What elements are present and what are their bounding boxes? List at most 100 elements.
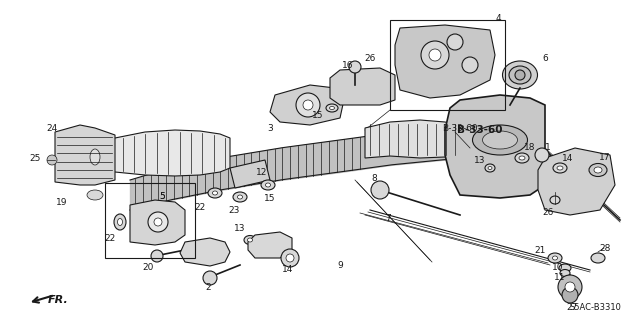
Text: 14: 14 <box>282 266 294 275</box>
Text: 26: 26 <box>542 207 554 217</box>
Ellipse shape <box>548 253 562 263</box>
Text: 12: 12 <box>256 167 268 177</box>
Text: 21: 21 <box>534 245 546 254</box>
Text: 27: 27 <box>566 303 578 313</box>
Ellipse shape <box>594 167 602 173</box>
Circle shape <box>447 34 463 50</box>
Circle shape <box>203 271 217 285</box>
Polygon shape <box>445 95 545 198</box>
Ellipse shape <box>84 142 106 172</box>
Circle shape <box>281 249 299 267</box>
Polygon shape <box>270 85 345 125</box>
Ellipse shape <box>237 195 243 199</box>
Ellipse shape <box>326 104 338 112</box>
Ellipse shape <box>553 163 567 173</box>
Polygon shape <box>55 125 115 185</box>
Ellipse shape <box>591 253 605 263</box>
Polygon shape <box>330 68 395 105</box>
Text: 14: 14 <box>563 154 573 163</box>
Circle shape <box>562 287 578 303</box>
Circle shape <box>154 218 162 226</box>
Text: 22: 22 <box>104 234 116 243</box>
Circle shape <box>286 254 294 262</box>
Ellipse shape <box>552 256 557 260</box>
Text: 18: 18 <box>524 142 536 151</box>
Ellipse shape <box>502 61 538 89</box>
Circle shape <box>148 212 168 232</box>
Text: B-33-60: B-33-60 <box>442 124 478 132</box>
Circle shape <box>151 250 163 262</box>
Ellipse shape <box>589 164 607 177</box>
Text: 15: 15 <box>312 110 324 119</box>
Polygon shape <box>130 200 185 245</box>
Text: 5: 5 <box>159 191 165 201</box>
Text: 20: 20 <box>142 263 154 273</box>
Text: 5: 5 <box>159 191 165 201</box>
Polygon shape <box>538 148 615 215</box>
Text: 7: 7 <box>385 213 391 222</box>
Text: 13: 13 <box>474 156 486 164</box>
Text: 10: 10 <box>552 263 564 273</box>
Text: B-33-60: B-33-60 <box>457 125 502 135</box>
Circle shape <box>47 155 57 165</box>
Text: 3: 3 <box>267 124 273 132</box>
Ellipse shape <box>472 125 527 155</box>
Ellipse shape <box>515 70 525 80</box>
Polygon shape <box>365 120 460 158</box>
Text: FR.: FR. <box>48 295 68 305</box>
Ellipse shape <box>485 164 495 172</box>
Circle shape <box>558 275 582 299</box>
Text: 13: 13 <box>234 223 246 233</box>
Text: 4: 4 <box>495 13 501 22</box>
Ellipse shape <box>509 66 531 84</box>
Text: 1: 1 <box>545 142 551 151</box>
Text: 6: 6 <box>542 53 548 62</box>
Text: S5AC-B3310: S5AC-B3310 <box>570 303 622 313</box>
Polygon shape <box>95 130 230 176</box>
Polygon shape <box>230 160 270 188</box>
Text: 2: 2 <box>205 284 211 292</box>
Ellipse shape <box>87 190 103 200</box>
Ellipse shape <box>233 192 247 202</box>
Text: 19: 19 <box>56 197 68 206</box>
Circle shape <box>462 57 478 73</box>
Ellipse shape <box>560 269 570 276</box>
Circle shape <box>565 282 575 292</box>
Ellipse shape <box>118 219 122 226</box>
Text: 22: 22 <box>195 203 205 212</box>
Ellipse shape <box>330 107 335 109</box>
Ellipse shape <box>248 238 253 242</box>
Ellipse shape <box>90 149 100 165</box>
Text: 15: 15 <box>264 194 276 203</box>
Text: 8: 8 <box>371 173 377 182</box>
Circle shape <box>303 100 313 110</box>
Text: 16: 16 <box>342 60 354 69</box>
Ellipse shape <box>212 191 218 195</box>
Ellipse shape <box>266 183 271 187</box>
Ellipse shape <box>261 180 275 190</box>
Circle shape <box>349 61 361 73</box>
Ellipse shape <box>488 166 492 170</box>
Ellipse shape <box>557 166 563 170</box>
Ellipse shape <box>114 214 126 230</box>
Text: 9: 9 <box>337 260 343 269</box>
Ellipse shape <box>208 188 222 198</box>
Ellipse shape <box>519 156 525 160</box>
Ellipse shape <box>559 264 571 272</box>
Text: 24: 24 <box>46 124 58 132</box>
Ellipse shape <box>483 131 518 149</box>
Text: 23: 23 <box>228 205 240 214</box>
Text: 25: 25 <box>29 154 41 163</box>
Text: 28: 28 <box>599 244 611 252</box>
Circle shape <box>296 93 320 117</box>
Ellipse shape <box>244 236 256 244</box>
Circle shape <box>421 41 449 69</box>
Ellipse shape <box>515 153 529 163</box>
Polygon shape <box>180 238 230 266</box>
Circle shape <box>535 148 549 162</box>
Circle shape <box>371 181 389 199</box>
Text: 26: 26 <box>364 53 376 62</box>
Ellipse shape <box>550 196 560 204</box>
Text: 11: 11 <box>554 274 566 283</box>
Polygon shape <box>395 25 495 98</box>
